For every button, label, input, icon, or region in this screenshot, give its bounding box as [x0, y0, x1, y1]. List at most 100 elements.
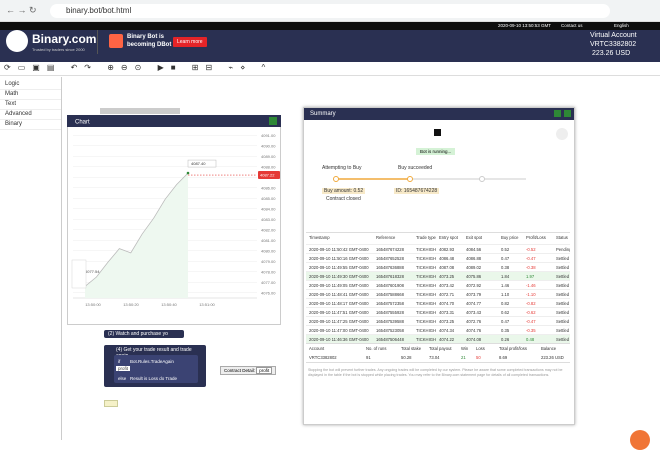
- y-tick-label: 4081.00: [261, 238, 276, 243]
- table-row: 2020-09-10 11:49:30 GMT-0400 165487618328…: [306, 271, 570, 280]
- table-row: 2020-09-10 11:46:36 GMT-0400 165487506448…: [306, 334, 570, 343]
- chart-toolbar[interactable]: [137, 311, 212, 321]
- table-cell: Settled: [556, 319, 570, 324]
- chat-button[interactable]: [630, 430, 650, 450]
- table-cell: 165487506448: [376, 337, 404, 342]
- account-id[interactable]: VRTC3382802: [590, 41, 637, 48]
- tooltip-box: [187, 159, 217, 168]
- nav-buttons[interactable]: ← → ↻: [6, 5, 37, 15]
- stop-indicator: [434, 129, 441, 136]
- tagline: Trusted by traders since 2000: [32, 47, 85, 52]
- table-cell: 2020-09-10 11:50:42 GMT-0400: [309, 247, 369, 252]
- table-cell: 1.97: [526, 274, 535, 279]
- table-cell: -1.46: [526, 283, 536, 288]
- column-header: Reference: [376, 235, 396, 240]
- tooltip: 4087.40: [191, 161, 206, 166]
- sidebar-item[interactable]: Binary: [0, 120, 61, 130]
- summary-title: Summary: [310, 111, 336, 117]
- table-cell: 165487523058: [376, 328, 404, 333]
- totals-table: Account VRTC3382802 No. of runs 91 Total sta…: [306, 343, 570, 363]
- last-tick: [186, 171, 190, 175]
- contract-detail-block[interactable]: Contract Detail: profit: [220, 366, 277, 375]
- if-block[interactable]: if Bot.Rules.TradeAgain profit else Resu…: [114, 355, 198, 383]
- totals-header: Win: [461, 346, 469, 351]
- table-cell: 4089.02: [466, 265, 482, 270]
- totals-cell: 50: [476, 355, 481, 360]
- table-cell: 2020-09-10 11:49:55 GMT-0400: [309, 265, 369, 270]
- browser-bar: ← → ↻ binary.bot/bot.html: [0, 0, 660, 22]
- table-row: 2020-09-10 11:49:55 GMT-0400 165487636888…: [306, 262, 570, 271]
- profit-param: profit: [116, 366, 131, 371]
- table-row: 2020-09-10 11:49:05 GMT-0400 165487601908…: [306, 280, 570, 289]
- table-cell: Settled: [556, 283, 570, 288]
- table-cell: TICKHIGH: [416, 337, 437, 342]
- table-cell: -0.47: [526, 256, 536, 261]
- table-cell: Settled: [556, 310, 570, 315]
- table-cell: 165487601908: [376, 283, 404, 288]
- column-header: Status: [556, 235, 568, 240]
- table-cell: 165487618328: [376, 274, 404, 279]
- y-tick-label: 4083.00: [261, 217, 276, 222]
- table-cell: 4074.34: [439, 328, 455, 333]
- step-label: Attempting to Buy: [322, 165, 362, 171]
- table-cell: Settled: [556, 274, 570, 279]
- chart-header: [67, 115, 281, 127]
- language[interactable]: English: [614, 23, 629, 28]
- comment-block: [104, 400, 118, 407]
- table-cell: TICKHIGH: [416, 283, 437, 288]
- table-cell: Pending: [556, 247, 570, 252]
- table-cell: Settled: [556, 256, 570, 261]
- table-cell: -0.35: [526, 328, 536, 333]
- running-badge: Bot is running...: [416, 148, 456, 155]
- price-line: [84, 172, 189, 287]
- y-tick-label: 4080.00: [261, 248, 276, 253]
- y-tick-label: 4089.00: [261, 154, 276, 159]
- play-button[interactable]: [556, 128, 568, 140]
- sidebar-item[interactable]: Logic: [0, 80, 61, 90]
- zoom-controls[interactable]: [71, 259, 87, 289]
- table-cell: 0.35: [501, 328, 510, 333]
- table-cell: TICKHIGH: [416, 247, 437, 252]
- table-cell: 4073.79: [466, 292, 482, 297]
- sidebar-item[interactable]: Advanced: [0, 110, 61, 120]
- table-cell: Settled: [556, 292, 570, 297]
- table-cell: Settled: [556, 328, 570, 333]
- y-tick-label: 4082.00: [261, 227, 276, 232]
- table-cell: 4073.31: [439, 310, 455, 315]
- contact-link[interactable]: Contact us: [561, 23, 583, 28]
- purchase-block[interactable]: (2) Watch and purchase yo: [104, 330, 184, 338]
- y-tick-label: 4088.00: [261, 164, 276, 169]
- table-cell: Settled: [556, 301, 570, 306]
- step-node: [333, 176, 339, 182]
- table-cell: TICKHIGH: [416, 301, 437, 306]
- address-bar[interactable]: binary.bot/bot.html: [50, 4, 610, 18]
- close-button[interactable]: [564, 110, 571, 117]
- table-cell: -0.47: [526, 319, 536, 324]
- toolbar[interactable]: ⟳▭▣▤ ↶↷ ⊕⊖⊙ ▶■ ⊞⊟ ⌁⋄ ^: [0, 62, 660, 76]
- close-button[interactable]: [269, 117, 277, 125]
- learn-more-button[interactable]: Learn more: [173, 37, 207, 47]
- table-cell: 165487572358: [376, 301, 404, 306]
- sidebar-item[interactable]: Text: [0, 100, 61, 110]
- sidebar-item[interactable]: Math: [0, 90, 61, 100]
- profit-dropdown[interactable]: profit: [256, 367, 273, 374]
- table-cell: 4074.70: [439, 301, 455, 306]
- totals-cell: 21: [461, 355, 466, 360]
- totals-cell: VRTC3382802: [309, 355, 337, 360]
- logo[interactable]: Binary.com: [32, 32, 97, 46]
- table-cell: 165487674228: [376, 247, 404, 252]
- step-node: [407, 176, 413, 182]
- divider: [97, 30, 98, 54]
- table-cell: TICKHIGH: [416, 319, 437, 324]
- table-cell: 4074.08: [466, 337, 482, 342]
- table-cell: 165487555928: [376, 310, 404, 315]
- account-type: Virtual Account: [590, 32, 637, 39]
- dbot-icon: [109, 34, 123, 48]
- table-cell: TICKHIGH: [416, 310, 437, 315]
- else-label: else: [118, 376, 127, 381]
- totals-header: No. of runs: [366, 346, 387, 351]
- contract-closed: Contract closed: [326, 196, 361, 202]
- save-button[interactable]: [554, 110, 561, 117]
- column-header: Profit/Loss: [526, 235, 546, 240]
- y-tick-label: 4090.00: [261, 143, 276, 148]
